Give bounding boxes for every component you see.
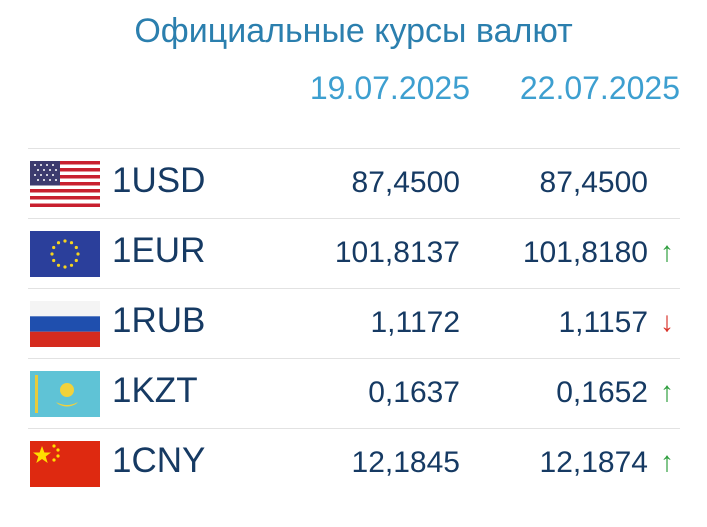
currency: 1CNY: [112, 441, 206, 480]
flag-usd: [30, 161, 100, 207]
rate: 87,4500: [539, 166, 648, 199]
currency: 1RUB: [112, 301, 206, 340]
rate: 12,1874: [539, 446, 648, 479]
currency: 1KZT: [112, 371, 198, 410]
trend-arrow: ↑: [660, 236, 674, 267]
flag-cny: [30, 441, 100, 487]
rate-row: 1KZT 0,1637 0,1652 ↑: [28, 358, 680, 429]
rate: 101,8180: [522, 236, 648, 269]
rate: 87,4500: [351, 166, 460, 199]
title: Официальные курсы валют: [134, 12, 573, 50]
rate: 101,8137: [334, 236, 460, 269]
trend-arrow: ↑: [660, 376, 674, 407]
date: 19.07.2025: [309, 70, 470, 106]
rate: 0,1637: [368, 376, 460, 409]
flag-rub: [30, 301, 100, 347]
trend-arrow: ↓: [660, 306, 674, 337]
currency: 1USD: [112, 161, 206, 200]
rate: 0,1652: [556, 376, 648, 409]
rate-row: 1RUB 1,1172 1,1157 ↓: [28, 288, 680, 359]
flag-eur: [30, 231, 100, 277]
rate: 12,1845: [351, 446, 460, 479]
date: 22.07.2025: [519, 70, 680, 106]
rate-row: 1USD 87,4500 87,4500: [28, 148, 680, 219]
rate-row: 1CNY 12,1845 12,1874 ↑: [28, 428, 680, 499]
rate: 1,1157: [558, 306, 648, 339]
rate: 1,1172: [370, 306, 460, 339]
flag-kzt: [30, 371, 100, 417]
trend-arrow: ↑: [660, 446, 674, 477]
rate-row: 1EUR 101,8137 101,8180 ↑: [28, 218, 680, 289]
currency: 1EUR: [112, 231, 206, 270]
